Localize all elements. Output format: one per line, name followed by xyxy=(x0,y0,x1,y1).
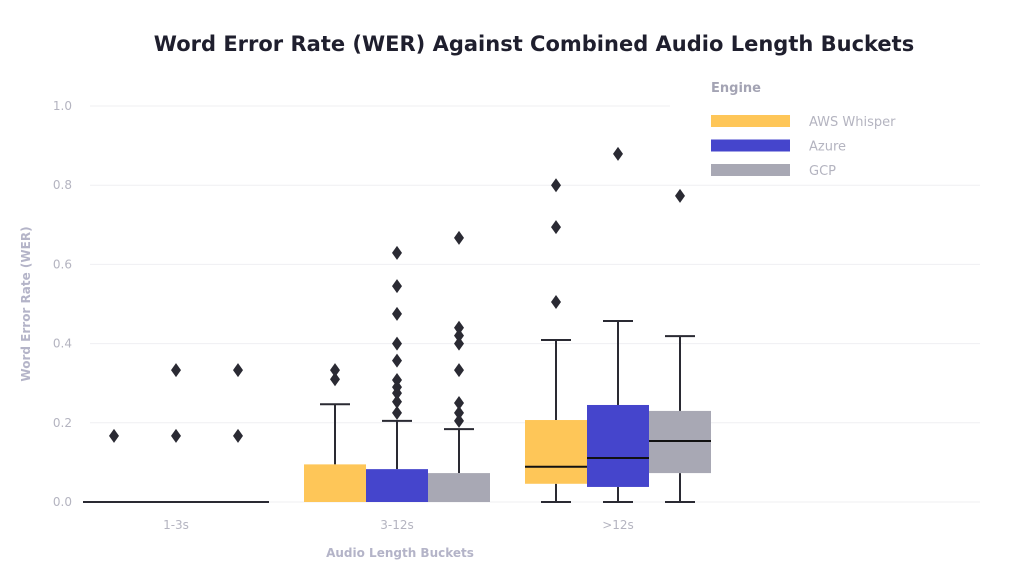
x-tick-label: 3-12s xyxy=(380,518,414,532)
legend: Engine AWS Whisper Azure GCP xyxy=(670,72,990,182)
legend-label: GCP xyxy=(809,164,836,179)
box-azure xyxy=(587,146,649,503)
outlier-point xyxy=(392,394,402,409)
outlier-point xyxy=(233,363,243,378)
y-axis-label: Word Error Rate (WER) xyxy=(19,226,33,381)
outlier-point xyxy=(233,428,243,443)
y-axis-ticks: 0.0 0.2 0.4 0.6 0.8 1.0 xyxy=(53,99,72,509)
grid xyxy=(90,105,980,503)
outlier-point xyxy=(613,146,623,161)
box-gcp xyxy=(428,230,490,502)
y-tick-label: 0.2 xyxy=(53,416,72,430)
outlier-point xyxy=(454,396,464,410)
outlier-point xyxy=(454,336,464,351)
outlier-point xyxy=(675,188,685,203)
box xyxy=(304,464,366,502)
x-tick-label: 1-3s xyxy=(163,518,189,532)
box-gcp xyxy=(649,188,711,503)
outlier-point xyxy=(551,178,561,193)
legend-label: Azure xyxy=(809,140,846,155)
outlier-point xyxy=(392,373,402,388)
box-aws-whisper xyxy=(83,428,145,503)
outlier-point xyxy=(330,363,340,378)
box xyxy=(428,473,490,502)
outlier-point xyxy=(109,428,119,443)
legend-swatch xyxy=(711,115,790,127)
legend-title: Engine xyxy=(711,81,761,96)
outlier-point xyxy=(171,363,181,378)
y-tick-label: 0.4 xyxy=(53,337,72,351)
outlier-point xyxy=(392,279,402,294)
outlier-point xyxy=(392,245,402,260)
outlier-point xyxy=(171,428,181,443)
x-tick-label: >12s xyxy=(602,518,634,532)
box xyxy=(525,420,587,484)
box xyxy=(587,404,649,487)
y-tick-label: 1.0 xyxy=(53,99,72,113)
x-axis-ticks: 1-3s 3-12s >12s xyxy=(163,518,634,532)
legend-swatch xyxy=(711,139,790,152)
outlier-point xyxy=(454,405,464,420)
outlier-point xyxy=(454,413,464,428)
outlier-point xyxy=(551,220,561,235)
legend-swatch xyxy=(711,164,790,176)
box-gcp xyxy=(207,363,269,503)
outlier-point xyxy=(551,295,561,310)
outlier-point xyxy=(392,306,402,321)
box xyxy=(366,469,428,502)
outlier-point xyxy=(392,405,402,420)
box-azure xyxy=(145,363,207,503)
y-tick-label: 0.6 xyxy=(53,257,72,271)
legend-label: AWS Whisper xyxy=(809,115,896,130)
outlier-point xyxy=(330,372,340,387)
outlier-point xyxy=(454,363,464,378)
outlier-point xyxy=(454,230,464,245)
chart-title: Word Error Rate (WER) Against Combined A… xyxy=(154,32,914,56)
x-axis-label: Audio Length Buckets xyxy=(326,546,474,560)
y-tick-label: 0.8 xyxy=(53,178,72,192)
outlier-point xyxy=(454,328,464,343)
outlier-point xyxy=(392,336,402,351)
box-azure xyxy=(366,245,428,502)
outlier-point xyxy=(454,320,464,335)
boxes xyxy=(83,146,711,503)
outlier-point xyxy=(392,380,402,395)
y-tick-label: 0.0 xyxy=(53,495,72,509)
box-aws-whisper xyxy=(525,178,587,503)
box-aws-whisper xyxy=(304,363,366,502)
outlier-point xyxy=(392,353,402,368)
